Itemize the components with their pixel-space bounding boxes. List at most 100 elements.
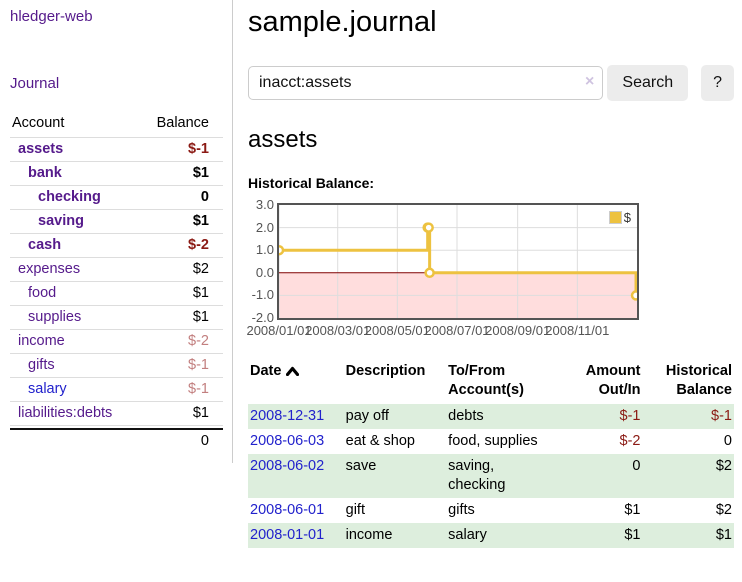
accounts-table: Account Balance assets $-1 bank $1 check… bbox=[10, 112, 223, 453]
legend-swatch-icon bbox=[608, 211, 622, 224]
clear-search-icon[interactable]: × bbox=[585, 73, 595, 90]
account-row: assets $-1 bbox=[10, 137, 223, 161]
account-balance: $-1 bbox=[188, 357, 209, 373]
nav-journal-link[interactable]: Journal bbox=[10, 75, 60, 92]
account-column-header: Account bbox=[12, 115, 65, 131]
transaction-balance: $1 bbox=[715, 527, 732, 543]
account-link[interactable]: expenses bbox=[18, 261, 81, 277]
account-balance: $1 bbox=[192, 405, 209, 421]
transaction-date-link[interactable]: 2008-06-01 bbox=[250, 502, 325, 518]
account-link[interactable]: bank bbox=[28, 165, 62, 181]
transaction-accounts: debts bbox=[448, 408, 484, 424]
y-axis-tick-label: 1.0 bbox=[255, 242, 274, 258]
transaction-description: eat & shop bbox=[345, 433, 415, 449]
account-row: liabilities:debts $1 bbox=[10, 401, 223, 425]
account-link[interactable]: assets bbox=[18, 141, 64, 157]
account-link[interactable]: cash bbox=[28, 237, 62, 253]
account-link[interactable]: saving bbox=[38, 213, 84, 229]
account-row: saving $1 bbox=[10, 209, 223, 233]
account-link[interactable]: checking bbox=[38, 189, 101, 205]
transaction-accounts: salary bbox=[448, 527, 487, 543]
account-row: bank $1 bbox=[10, 161, 223, 185]
account-balance: 0 bbox=[200, 189, 209, 205]
transaction-date-link[interactable]: 2008-06-02 bbox=[250, 458, 325, 474]
historical-balance-chart: $ 3.0 2.0 1.0 0.0 -1.0 -2.0 2008/01/01 2008/03/… bbox=[246, 197, 734, 339]
y-axis-tick-label: -1.0 bbox=[251, 287, 274, 303]
account-balance: $1 bbox=[192, 213, 209, 229]
main-panel: sample.journal × Search ? assets Histori… bbox=[246, 0, 734, 548]
account-link[interactable]: food bbox=[28, 285, 57, 301]
account-link[interactable]: liabilities:debts bbox=[18, 405, 113, 421]
y-axis-tick-label: 0.0 bbox=[255, 264, 274, 280]
transaction-amount: $-1 bbox=[619, 408, 641, 424]
register-table: Date Description To/From Account(s) Amou… bbox=[248, 360, 734, 548]
header-date-label: Date bbox=[250, 363, 282, 379]
x-axis-tick-label: 2008/01/01 bbox=[246, 323, 312, 338]
balance-column-header: Balance bbox=[156, 115, 209, 131]
transaction-row: 2008-01-01 income salary $1 $1 bbox=[248, 523, 734, 548]
transaction-row: 2008-06-03 eat & shop food, supplies $-2… bbox=[248, 429, 734, 454]
transaction-date-cell: 2008-06-03 bbox=[248, 429, 344, 454]
chart-canvas bbox=[273, 205, 642, 318]
sidebar: hledger-web Journal Account Balance asse… bbox=[0, 0, 233, 463]
transaction-accounts: gifts bbox=[448, 502, 475, 518]
header-balance[interactable]: Historical Balance bbox=[665, 363, 732, 398]
transaction-date-link[interactable]: 2008-06-03 bbox=[250, 433, 325, 449]
account-row: checking 0 bbox=[10, 185, 223, 209]
account-link[interactable]: income bbox=[18, 333, 65, 349]
header-tofrom[interactable]: To/From Account(s) bbox=[448, 363, 524, 398]
account-balance: $-1 bbox=[188, 141, 209, 157]
search-button[interactable]: Search bbox=[607, 65, 689, 101]
y-axis-tick-label: 3.0 bbox=[255, 197, 274, 212]
account-heading: assets bbox=[248, 126, 318, 153]
search-form: × Search ? bbox=[248, 65, 734, 101]
transaction-date-link[interactable]: 2008-01-01 bbox=[250, 527, 325, 543]
transaction-accounts: food, supplies bbox=[448, 433, 538, 449]
account-link[interactable]: supplies bbox=[28, 309, 82, 325]
account-row: salary $-1 bbox=[10, 377, 223, 401]
account-row: gifts $-1 bbox=[10, 353, 223, 377]
transaction-row: 2008-06-01 gift gifts $1 $2 bbox=[248, 498, 734, 523]
sort-ascending-icon bbox=[286, 364, 300, 380]
help-button[interactable]: ? bbox=[701, 65, 734, 101]
transaction-date-cell: 2008-12-31 bbox=[248, 404, 344, 429]
transaction-description: income bbox=[345, 527, 393, 543]
transaction-description: gift bbox=[345, 502, 365, 518]
transaction-date-cell: 2008-06-01 bbox=[248, 498, 344, 523]
header-description[interactable]: Description bbox=[345, 363, 426, 379]
account-balance: $1 bbox=[192, 309, 209, 325]
transaction-description: save bbox=[345, 458, 377, 474]
transaction-balance: $2 bbox=[715, 502, 732, 518]
transaction-balance: 0 bbox=[723, 433, 732, 449]
transaction-amount: $1 bbox=[624, 527, 641, 543]
account-row: income $-2 bbox=[10, 329, 223, 353]
account-balance: $1 bbox=[192, 165, 209, 181]
header-amount[interactable]: Amount Out/In bbox=[585, 363, 641, 398]
y-axis-tick-label: -2.0 bbox=[251, 310, 274, 325]
account-balance: $-2 bbox=[188, 237, 209, 253]
x-axis-tick-label: 2008/05/01 bbox=[364, 323, 430, 338]
account-row: food $1 bbox=[10, 281, 223, 305]
accounts-total-balance: 0 bbox=[200, 433, 209, 449]
accounts-table-header: Account Balance bbox=[10, 112, 223, 137]
transaction-date-link[interactable]: 2008-12-31 bbox=[250, 408, 325, 424]
transaction-row: 2008-06-02 save saving, checking 0 $2 bbox=[248, 454, 734, 498]
transaction-balance: $-1 bbox=[711, 408, 732, 424]
account-balance: $-2 bbox=[188, 333, 209, 349]
x-axis-tick-label: 2008/07/01 bbox=[424, 323, 490, 338]
header-date[interactable]: Date bbox=[248, 360, 344, 404]
account-link[interactable]: salary bbox=[28, 381, 67, 397]
page-title: sample.journal bbox=[248, 6, 437, 38]
legend-label: $ bbox=[623, 210, 631, 225]
account-row: expenses $2 bbox=[10, 257, 223, 281]
brand-link[interactable]: hledger-web bbox=[10, 8, 93, 25]
transaction-amount: 0 bbox=[632, 458, 641, 474]
accounts-total-row: 0 bbox=[10, 425, 223, 453]
transaction-balance: $2 bbox=[715, 458, 732, 474]
chart-title: Historical Balance: bbox=[248, 175, 375, 191]
search-input[interactable] bbox=[248, 66, 604, 100]
x-axis-tick-label: 2008/03/01 bbox=[305, 323, 371, 338]
transaction-accounts: saving, checking bbox=[448, 458, 506, 493]
y-axis-tick-label: 2.0 bbox=[255, 219, 274, 235]
account-link[interactable]: gifts bbox=[28, 357, 55, 373]
